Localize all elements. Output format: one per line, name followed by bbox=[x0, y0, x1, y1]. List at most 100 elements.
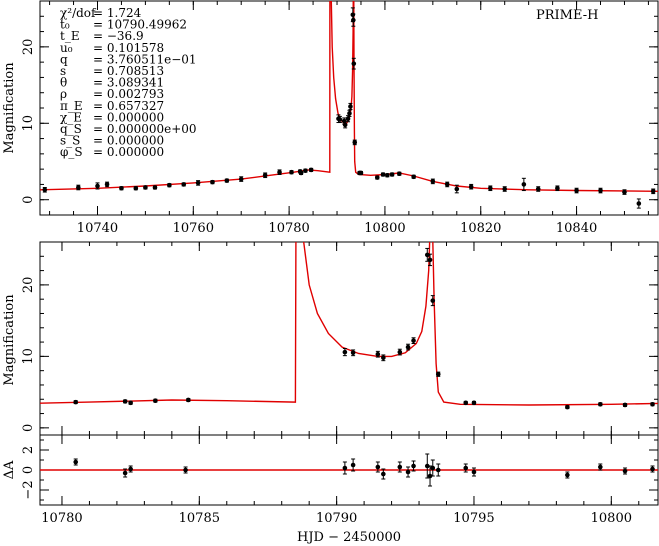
data-point bbox=[598, 464, 603, 470]
y-tick-label: 0 bbox=[21, 466, 36, 474]
data-point bbox=[397, 171, 402, 177]
data-point bbox=[181, 182, 187, 187]
data-point bbox=[262, 172, 268, 178]
data-point bbox=[650, 401, 655, 407]
data-point bbox=[411, 463, 416, 469]
y-tick-label: 20 bbox=[21, 39, 36, 56]
param-value: = 0.000000e+00 bbox=[93, 122, 197, 136]
data-point bbox=[555, 185, 560, 191]
data-point bbox=[76, 185, 81, 190]
y-tick-label: −2 bbox=[21, 480, 36, 499]
data-point bbox=[95, 183, 100, 189]
data-point bbox=[471, 400, 477, 406]
data-point bbox=[337, 117, 343, 122]
data-point bbox=[435, 371, 441, 377]
data-point bbox=[622, 468, 628, 474]
data-point bbox=[238, 176, 244, 182]
data-point bbox=[375, 351, 381, 357]
data-point bbox=[389, 172, 395, 177]
mid-panel-frame bbox=[39, 241, 659, 436]
param-label: q bbox=[60, 52, 68, 66]
data-point bbox=[167, 182, 172, 188]
x-tick-label: 10790 bbox=[316, 511, 357, 526]
data-point bbox=[535, 186, 541, 192]
data-point bbox=[463, 400, 469, 406]
data-point bbox=[411, 338, 416, 343]
data-point bbox=[397, 349, 403, 355]
param-value: = 3.089341 bbox=[93, 76, 164, 90]
data-point bbox=[345, 116, 351, 121]
data-point bbox=[73, 459, 79, 465]
resid-axis-ticks: 10780 10785 10790 10795 10800 −2 0 2 bbox=[21, 435, 658, 526]
param-value: = 0.002793 bbox=[93, 87, 164, 101]
resid-y-axis-label: ΔA bbox=[2, 460, 17, 479]
data-point bbox=[444, 182, 450, 187]
param-value: = 0.708513 bbox=[93, 64, 164, 78]
data-point bbox=[622, 189, 627, 195]
data-point bbox=[347, 111, 352, 116]
x-tick-label: 10760 bbox=[173, 221, 214, 236]
resid-data-points bbox=[73, 453, 655, 487]
data-point bbox=[350, 350, 356, 356]
data-point bbox=[463, 465, 469, 471]
data-point bbox=[224, 178, 230, 183]
data-point bbox=[73, 399, 79, 405]
top-y-axis-label: Magnification bbox=[2, 62, 17, 154]
y-tick-label: 0 bbox=[21, 424, 36, 432]
data-point bbox=[122, 470, 128, 476]
y-tick-label: 2 bbox=[21, 446, 36, 454]
data-point bbox=[650, 466, 655, 472]
data-point bbox=[521, 182, 527, 187]
data-point bbox=[350, 462, 356, 468]
data-point bbox=[210, 179, 215, 185]
data-point bbox=[152, 185, 158, 190]
data-point bbox=[128, 466, 133, 472]
data-point bbox=[128, 400, 133, 406]
data-point bbox=[636, 201, 642, 206]
data-point bbox=[380, 172, 386, 177]
x-tick-label: 10780 bbox=[268, 221, 309, 236]
data-point bbox=[298, 170, 304, 176]
mid-data-points bbox=[73, 247, 655, 410]
x-tick-label: 10795 bbox=[453, 511, 494, 526]
top-axis-ticks: 10740 10760 10780 10800 10820 10840 0 10 20 bbox=[21, 0, 658, 236]
data-point bbox=[427, 257, 433, 263]
data-point bbox=[143, 185, 148, 190]
param-value: = 3.760511e−01 bbox=[93, 52, 197, 66]
data-point bbox=[303, 168, 308, 173]
x-tick-label: 10780 bbox=[41, 511, 82, 526]
data-point bbox=[277, 169, 282, 175]
y-tick-label: 10 bbox=[21, 348, 36, 365]
param-label: s_S bbox=[60, 134, 80, 148]
data-point bbox=[430, 465, 436, 471]
data-point bbox=[308, 167, 314, 173]
data-point bbox=[122, 399, 128, 404]
data-point bbox=[153, 398, 158, 403]
mid-axis-ticks: 0 10 20 bbox=[21, 241, 658, 435]
data-point bbox=[427, 473, 433, 479]
data-point bbox=[424, 252, 430, 258]
param-value: = 10790.49962 bbox=[93, 18, 187, 32]
data-point bbox=[650, 189, 656, 194]
param-label: φ_S bbox=[60, 145, 83, 159]
data-point bbox=[430, 179, 436, 184]
data-point bbox=[348, 104, 353, 109]
param-value: = 0.000000 bbox=[93, 134, 164, 148]
data-point bbox=[598, 401, 603, 407]
data-point bbox=[375, 464, 381, 470]
param-label: χ²/dof bbox=[60, 6, 97, 20]
y-tick-label: 20 bbox=[21, 277, 36, 294]
data-point bbox=[381, 471, 386, 477]
data-point bbox=[186, 397, 191, 403]
data-point bbox=[133, 185, 139, 191]
y-tick-label: 10 bbox=[21, 115, 36, 132]
param-label: u₀ bbox=[60, 41, 73, 55]
param-label: q_S bbox=[60, 122, 82, 136]
data-point bbox=[119, 185, 124, 191]
param-label: χ_E bbox=[60, 110, 82, 124]
data-point bbox=[183, 467, 188, 473]
x-tick-label: 10740 bbox=[77, 221, 118, 236]
data-point bbox=[622, 402, 628, 408]
data-point bbox=[351, 17, 356, 23]
